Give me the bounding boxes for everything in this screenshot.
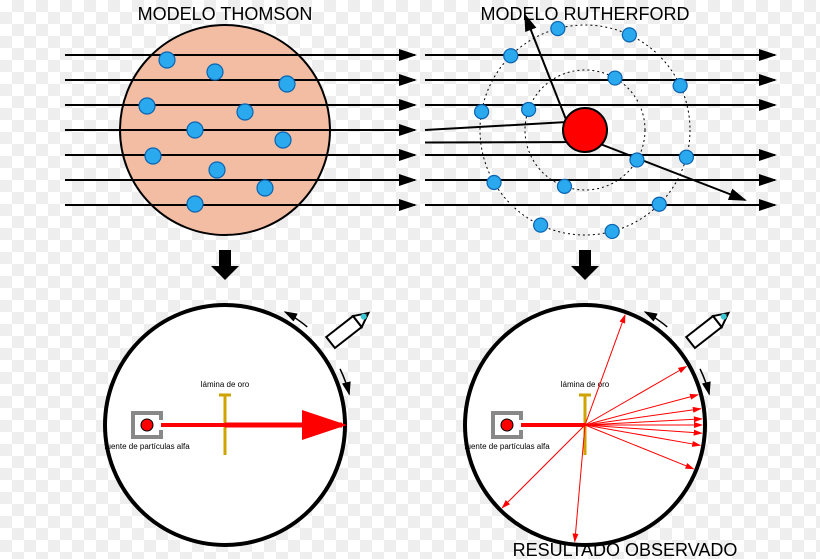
electron	[139, 98, 155, 114]
movable-detector	[326, 307, 372, 348]
alpha-source-label: fuente de partículas alfa	[464, 442, 550, 451]
electron	[652, 197, 666, 211]
electron	[622, 28, 636, 42]
alpha-source	[141, 419, 153, 431]
electron	[679, 150, 693, 164]
rutherford-title: MODELO RUTHERFORD	[480, 4, 689, 24]
result-title: RESULTADO OBSERVADO	[513, 540, 738, 559]
electron	[187, 196, 203, 212]
gold-foil-label: lámina de oro	[561, 380, 610, 389]
electron	[557, 179, 571, 193]
down-arrow-icon	[571, 250, 599, 280]
electron	[159, 52, 175, 68]
alpha-source-label: fuente de partículas alfa	[104, 442, 190, 451]
electron	[630, 153, 644, 167]
down-arrow-icon	[211, 250, 239, 280]
electron	[475, 105, 489, 119]
alpha-incoming	[425, 122, 567, 130]
electron	[534, 218, 548, 232]
nucleus	[563, 108, 607, 152]
alpha-source	[501, 419, 513, 431]
electron	[608, 71, 622, 85]
electron	[487, 176, 501, 190]
electron	[279, 76, 295, 92]
electron	[504, 49, 518, 63]
electron	[207, 64, 223, 80]
electron	[257, 180, 273, 196]
electron	[275, 132, 291, 148]
thomson-title: MODELO THOMSON	[138, 4, 313, 24]
electron	[187, 122, 203, 138]
electron	[605, 224, 619, 238]
electron	[237, 104, 253, 120]
gold-foil-label: lámina de oro	[201, 380, 250, 389]
electron	[551, 22, 565, 36]
electron	[673, 79, 687, 93]
electron	[145, 148, 161, 164]
electron	[522, 102, 536, 116]
electron	[209, 162, 225, 178]
movable-detector	[686, 307, 732, 348]
